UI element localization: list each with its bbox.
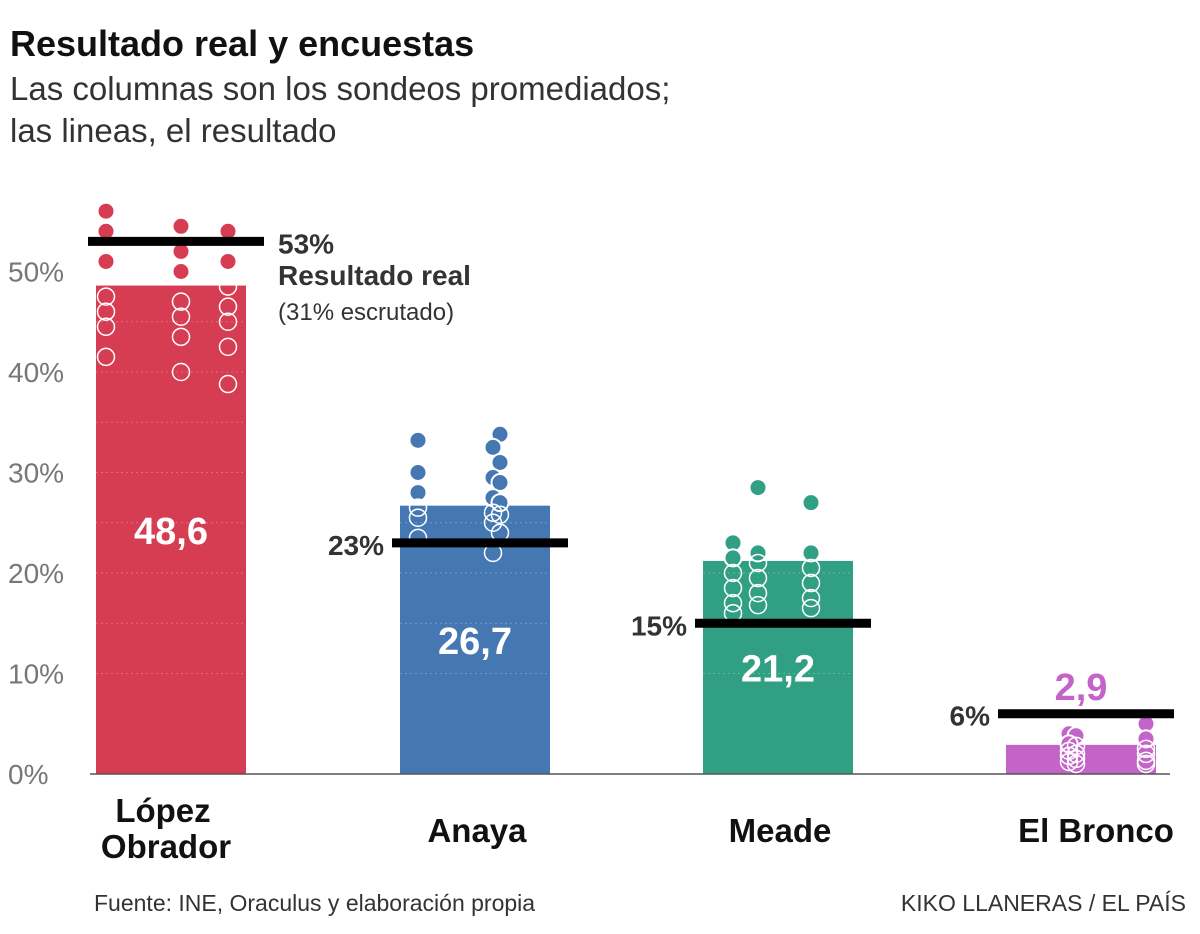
category-label: Meade	[729, 812, 832, 849]
poll-dot	[171, 327, 191, 347]
poll-dot	[483, 437, 503, 457]
value-label: 26,7	[438, 621, 512, 663]
poll-dot	[218, 277, 238, 296]
y-tick-label: 0%	[8, 759, 48, 790]
poll-dot	[723, 563, 743, 583]
poll-dot	[483, 513, 503, 532]
poll-dot	[1066, 754, 1086, 774]
chart-subtitle: Las columnas son los sondeos promediados…	[10, 70, 671, 149]
y-tick-label: 20%	[8, 558, 64, 589]
poll-dot	[1059, 752, 1079, 772]
poll-dot	[218, 297, 238, 316]
value-label: 2,9	[1055, 667, 1108, 709]
result-label: 53%	[278, 228, 334, 259]
poll-dot	[1136, 739, 1156, 759]
poll-dot	[801, 493, 821, 513]
poll-dot	[1136, 729, 1156, 749]
poll-dot	[408, 498, 428, 517]
value-label: 21,2	[741, 648, 815, 690]
poll-dot	[490, 473, 510, 493]
poll-dot	[218, 337, 238, 357]
category-label: López	[115, 792, 210, 829]
y-tick-label: 10%	[8, 659, 64, 690]
poll-dot	[801, 573, 821, 593]
poll-dot	[723, 578, 743, 598]
annotation-note: (31% escrutado)	[278, 299, 454, 326]
poll-dot	[1136, 744, 1156, 764]
poll-dot	[96, 201, 116, 221]
bar	[400, 505, 550, 774]
result-label: 6%	[950, 701, 991, 732]
source-note: Fuente: INE, Oraculus y elaboración prop…	[94, 890, 536, 916]
poll-dot	[723, 593, 743, 613]
poll-dot	[171, 292, 191, 311]
y-tick-label: 40%	[8, 357, 64, 388]
poll-dot	[723, 548, 743, 568]
poll-dot	[801, 588, 821, 608]
poll-dot	[748, 478, 768, 498]
result-label: 15%	[631, 610, 687, 641]
poll-dot	[408, 463, 428, 482]
annotation-title: Resultado real	[278, 260, 471, 291]
category-label: El Bronco	[1018, 812, 1174, 849]
poll-dot	[490, 452, 510, 472]
poll-dot	[801, 558, 821, 578]
poll-dot	[408, 483, 428, 503]
category-label: Obrador	[101, 828, 231, 865]
poll-dot	[1136, 754, 1156, 774]
poll-dot	[218, 251, 238, 271]
poll-dot	[96, 317, 116, 337]
result-label: 23%	[328, 530, 384, 561]
poll-dot	[171, 216, 191, 236]
poll-dot	[748, 595, 768, 615]
poll-dot	[96, 251, 116, 271]
poll-dot	[171, 362, 191, 382]
poll-dot	[408, 430, 428, 450]
poll-dot	[408, 508, 428, 527]
bar	[1006, 744, 1156, 774]
chart-title: Resultado real y encuestas	[10, 23, 475, 64]
poll-dot	[171, 307, 191, 326]
poll-dot	[748, 583, 768, 603]
y-tick-label: 50%	[8, 257, 64, 288]
bar	[96, 285, 246, 774]
poll-dot	[96, 302, 116, 321]
author-credit: KIKO LLANERAS / EL PAÍS	[900, 890, 1186, 916]
poll-dot	[748, 543, 768, 563]
poll-dot	[748, 553, 768, 573]
poll-dot	[483, 503, 503, 522]
poll-dot	[96, 287, 116, 306]
poll-dot	[801, 543, 821, 563]
poll-dot	[96, 347, 116, 367]
poll-dot	[218, 374, 238, 394]
poll-dot	[171, 262, 191, 281]
poll-dot	[218, 312, 238, 331]
poll-dot	[748, 568, 768, 588]
category-label: Anaya	[427, 812, 527, 849]
value-label: 48,6	[134, 511, 208, 553]
poll-dot	[801, 598, 821, 618]
y-tick-label: 30%	[8, 458, 64, 489]
